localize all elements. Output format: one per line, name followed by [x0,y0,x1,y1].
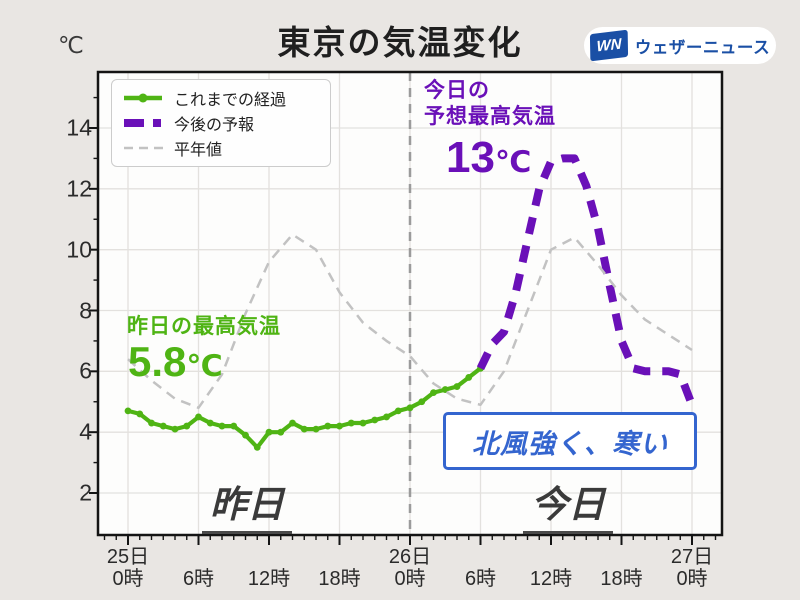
today-max-value: 13℃ [446,133,531,183]
past-temperature-point [359,419,367,427]
past-temperature-point [347,419,355,427]
past-line-swatch-icon [124,93,162,103]
wn-logo-icon: WN [589,29,629,62]
normal-temperature-line [127,233,693,410]
past-temperature-point [242,431,249,439]
weather-comment-box: 北風強く、寒い [443,412,697,470]
weathernews-logo: WN ウェザーニュース [584,27,776,64]
legend-item-forecast: 今後の予報 [122,111,320,135]
past-temperature-point [289,419,296,427]
today-max-label: 今日の 予想最高気温 [424,78,556,130]
past-temperature-point [265,428,273,436]
normal-line-swatch-icon [124,146,164,149]
page-title: 東京の気温変化 [277,24,523,61]
legend-label: これまでの経過 [174,92,287,110]
legend-label: 平年値 [174,141,223,159]
yesterday-max-number: 5.8 [128,338,187,385]
past-temperature-point [465,374,473,381]
wn-logo-text: WN [596,35,622,56]
day-label-today: 今日 [523,474,613,534]
today-max-label-line2: 予想最高気温 [424,105,556,128]
past-temperature-point [277,428,285,436]
chart-legend: これまでの経過 今後の予報 平年値 [111,79,331,167]
y-axis-unit-label: ℃ [58,32,84,58]
past-temperature-point [195,413,202,421]
weather-comment-text: 北風強く、寒い [472,428,668,459]
past-temperature-point [171,425,179,433]
past-temperature-point [453,383,461,390]
forecast-line-swatch-icon [124,118,164,127]
past-temperature-point [148,419,155,427]
past-temperature-point [124,407,132,415]
past-temperature-point [406,404,414,412]
past-temperature-point [218,422,226,430]
past-temperature-point [371,416,379,424]
yesterday-max-unit: ℃ [186,350,223,383]
past-temperature-point [441,386,449,393]
past-temperature-point [183,422,191,430]
past-temperature-point [324,422,332,430]
day-label-yesterday: 昨日 [202,474,292,534]
past-temperature-point [159,422,167,430]
yesterday-max-value: 5.8℃ [128,338,223,386]
today-max-unit: ℃ [494,146,532,179]
legend-item-past: これまでの経過 [122,86,320,110]
past-temperature-point [430,389,437,397]
forecast-temperature-line [476,154,696,407]
past-temperature-point [336,422,343,430]
past-temperature-point [418,398,426,406]
past-temperature-point [230,422,238,430]
yesterday-max-label: 昨日の最高気温 [127,315,281,338]
today-max-label-line1: 今日の [424,79,490,102]
legend-item-normal: 平年値 [122,136,320,160]
past-temperature-point [300,425,308,433]
today-max-number: 13 [446,133,495,182]
past-temperature-point [206,419,214,427]
past-temperature-point [394,407,402,415]
past-temperature-point [383,413,390,421]
past-temperature-point [136,410,144,418]
logo-brand-name: ウェザーニュース [634,38,771,57]
past-temperature-point [312,425,320,433]
legend-label: 今後の予報 [174,116,255,134]
past-temperature-point [253,443,261,451]
